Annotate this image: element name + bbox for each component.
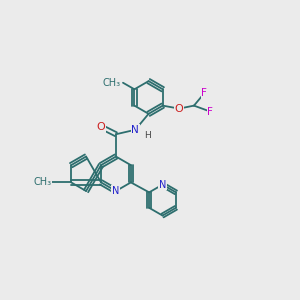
- Text: F: F: [201, 88, 207, 98]
- Text: O: O: [175, 103, 184, 114]
- Text: CH₃: CH₃: [34, 177, 52, 188]
- Text: H: H: [144, 130, 151, 140]
- Text: N: N: [131, 125, 139, 135]
- Text: F: F: [207, 106, 213, 117]
- Text: CH₃: CH₃: [103, 78, 121, 88]
- Text: N: N: [112, 186, 120, 196]
- Text: N: N: [159, 180, 166, 190]
- Text: O: O: [97, 122, 106, 132]
